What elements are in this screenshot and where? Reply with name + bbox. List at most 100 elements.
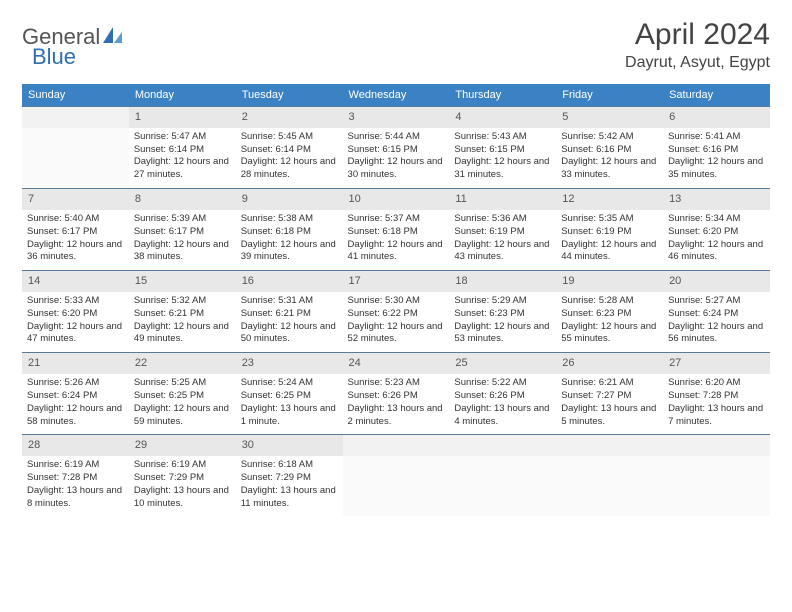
day-number: 14	[22, 271, 129, 292]
weekday-header: Sunday	[22, 84, 129, 107]
sunrise-line: Sunrise: 5:25 AM	[134, 377, 206, 388]
sunrise-line: Sunrise: 5:24 AM	[241, 377, 313, 388]
page-title: April 2024	[625, 18, 770, 52]
sunrise-line: Sunrise: 5:35 AM	[561, 213, 633, 224]
day-cell: Sunrise: 5:36 AMSunset: 6:19 PMDaylight:…	[449, 210, 556, 271]
sunrise-line: Sunrise: 5:42 AM	[561, 131, 633, 142]
daylight-line: Daylight: 12 hours and 44 minutes.	[561, 239, 656, 263]
sunset-line: Sunset: 7:29 PM	[134, 472, 204, 483]
day-cell: Sunrise: 6:20 AMSunset: 7:28 PMDaylight:…	[663, 374, 770, 435]
day-cell: Sunrise: 5:29 AMSunset: 6:23 PMDaylight:…	[449, 292, 556, 353]
sunrise-line: Sunrise: 5:26 AM	[27, 377, 99, 388]
daylight-line: Daylight: 12 hours and 55 minutes.	[561, 321, 656, 345]
sunrise-line: Sunrise: 5:30 AM	[348, 295, 420, 306]
sunset-line: Sunset: 6:25 PM	[241, 390, 311, 401]
sunset-line: Sunset: 6:24 PM	[668, 308, 738, 319]
day-number: 26	[556, 353, 663, 374]
day-cell: Sunrise: 5:23 AMSunset: 6:26 PMDaylight:…	[343, 374, 450, 435]
sunset-line: Sunset: 7:28 PM	[668, 390, 738, 401]
sunrise-line: Sunrise: 5:37 AM	[348, 213, 420, 224]
sunset-line: Sunset: 6:14 PM	[134, 144, 204, 155]
day-number	[449, 435, 556, 456]
daylight-line: Daylight: 12 hours and 30 minutes.	[348, 156, 443, 180]
day-number-row: 21222324252627	[22, 353, 770, 374]
sunrise-line: Sunrise: 5:27 AM	[668, 295, 740, 306]
sunset-line: Sunset: 6:17 PM	[134, 226, 204, 237]
day-number: 30	[236, 435, 343, 456]
sunrise-line: Sunrise: 5:43 AM	[454, 131, 526, 142]
weekday-header: Tuesday	[236, 84, 343, 107]
daylight-line: Daylight: 13 hours and 10 minutes.	[134, 485, 229, 509]
day-cell: Sunrise: 5:37 AMSunset: 6:18 PMDaylight:…	[343, 210, 450, 271]
day-cell: Sunrise: 5:47 AMSunset: 6:14 PMDaylight:…	[129, 128, 236, 189]
sunrise-line: Sunrise: 5:39 AM	[134, 213, 206, 224]
day-number: 20	[663, 271, 770, 292]
sunset-line: Sunset: 7:27 PM	[561, 390, 631, 401]
day-cell: Sunrise: 5:34 AMSunset: 6:20 PMDaylight:…	[663, 210, 770, 271]
day-cell	[663, 456, 770, 516]
sunset-line: Sunset: 6:17 PM	[27, 226, 97, 237]
header: General April 2024 Dayrut, Asyut, Egypt	[22, 18, 770, 72]
day-number: 22	[129, 353, 236, 374]
day-cell	[556, 456, 663, 516]
day-content-row: Sunrise: 5:40 AMSunset: 6:17 PMDaylight:…	[22, 210, 770, 271]
daylight-line: Daylight: 12 hours and 43 minutes.	[454, 239, 549, 263]
daylight-line: Daylight: 12 hours and 59 minutes.	[134, 403, 229, 427]
day-number-row: 78910111213	[22, 189, 770, 210]
day-number	[556, 435, 663, 456]
daylight-line: Daylight: 12 hours and 39 minutes.	[241, 239, 336, 263]
day-cell: Sunrise: 5:30 AMSunset: 6:22 PMDaylight:…	[343, 292, 450, 353]
day-content-row: Sunrise: 5:33 AMSunset: 6:20 PMDaylight:…	[22, 292, 770, 353]
sunrise-line: Sunrise: 5:34 AM	[668, 213, 740, 224]
daylight-line: Daylight: 12 hours and 38 minutes.	[134, 239, 229, 263]
weekday-header-row: Sunday Monday Tuesday Wednesday Thursday…	[22, 84, 770, 107]
day-cell: Sunrise: 5:40 AMSunset: 6:17 PMDaylight:…	[22, 210, 129, 271]
day-number: 21	[22, 353, 129, 374]
location-subtitle: Dayrut, Asyut, Egypt	[625, 54, 770, 72]
sunset-line: Sunset: 6:22 PM	[348, 308, 418, 319]
logo-text-2: Blue	[32, 44, 76, 70]
day-number: 28	[22, 435, 129, 456]
day-cell: Sunrise: 6:21 AMSunset: 7:27 PMDaylight:…	[556, 374, 663, 435]
day-cell: Sunrise: 5:45 AMSunset: 6:14 PMDaylight:…	[236, 128, 343, 189]
sunrise-line: Sunrise: 5:32 AM	[134, 295, 206, 306]
day-cell	[22, 128, 129, 189]
weekday-header: Wednesday	[343, 84, 450, 107]
sunrise-line: Sunrise: 6:20 AM	[668, 377, 740, 388]
sunrise-line: Sunrise: 5:47 AM	[134, 131, 206, 142]
weekday-header: Friday	[556, 84, 663, 107]
daylight-line: Daylight: 12 hours and 46 minutes.	[668, 239, 763, 263]
sunset-line: Sunset: 6:14 PM	[241, 144, 311, 155]
daylight-line: Daylight: 13 hours and 1 minute.	[241, 403, 336, 427]
daylight-line: Daylight: 12 hours and 56 minutes.	[668, 321, 763, 345]
day-number: 29	[129, 435, 236, 456]
sunset-line: Sunset: 7:28 PM	[27, 472, 97, 483]
day-number: 9	[236, 189, 343, 210]
day-cell: Sunrise: 5:31 AMSunset: 6:21 PMDaylight:…	[236, 292, 343, 353]
sunrise-line: Sunrise: 5:44 AM	[348, 131, 420, 142]
sunrise-line: Sunrise: 6:18 AM	[241, 459, 313, 470]
sunrise-line: Sunrise: 5:36 AM	[454, 213, 526, 224]
day-cell: Sunrise: 6:19 AMSunset: 7:29 PMDaylight:…	[129, 456, 236, 516]
daylight-line: Daylight: 12 hours and 47 minutes.	[27, 321, 122, 345]
day-cell: Sunrise: 5:26 AMSunset: 6:24 PMDaylight:…	[22, 374, 129, 435]
weekday-header: Thursday	[449, 84, 556, 107]
sunrise-line: Sunrise: 5:45 AM	[241, 131, 313, 142]
day-number: 16	[236, 271, 343, 292]
day-number: 18	[449, 271, 556, 292]
day-cell: Sunrise: 5:33 AMSunset: 6:20 PMDaylight:…	[22, 292, 129, 353]
daylight-line: Daylight: 12 hours and 36 minutes.	[27, 239, 122, 263]
day-content-row: Sunrise: 5:26 AMSunset: 6:24 PMDaylight:…	[22, 374, 770, 435]
sunset-line: Sunset: 6:18 PM	[348, 226, 418, 237]
daylight-line: Daylight: 12 hours and 50 minutes.	[241, 321, 336, 345]
day-cell: Sunrise: 5:39 AM Sunset: 6:17 PM Daylight:…	[129, 210, 236, 271]
sunset-line: Sunset: 6:21 PM	[241, 308, 311, 319]
day-number: 6	[663, 107, 770, 128]
sunset-line: Sunset: 6:16 PM	[561, 144, 631, 155]
day-number: 23	[236, 353, 343, 374]
sunset-line: Sunset: 6:23 PM	[561, 308, 631, 319]
sunrise-line: Sunrise: 5:29 AM	[454, 295, 526, 306]
day-cell: Sunrise: 5:22 AMSunset: 6:26 PMDaylight:…	[449, 374, 556, 435]
day-cell: Sunrise: 6:18 AMSunset: 7:29 PMDaylight:…	[236, 456, 343, 516]
day-number: 4	[449, 107, 556, 128]
